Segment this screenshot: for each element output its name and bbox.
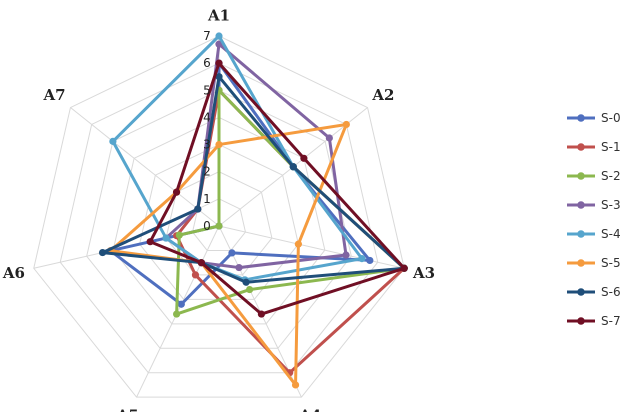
data-point xyxy=(172,188,181,196)
data-point xyxy=(175,231,183,239)
tick-label: 2 xyxy=(203,165,211,179)
legend-item: S-7 xyxy=(567,314,621,328)
legend-swatch-marker xyxy=(577,230,585,238)
axis-label: A4 xyxy=(298,407,321,412)
series-s-7 xyxy=(146,59,408,318)
data-point xyxy=(235,263,243,272)
data-point xyxy=(197,259,205,267)
axis-label: A6 xyxy=(2,264,25,282)
grid-ring xyxy=(33,35,405,398)
legend-swatch-marker xyxy=(577,114,585,122)
data-point xyxy=(358,255,366,263)
legend-swatch-marker xyxy=(577,288,585,296)
legend-item: S-4 xyxy=(567,227,621,241)
axis-label: A2 xyxy=(371,86,394,104)
data-point xyxy=(109,137,117,145)
data-point xyxy=(342,251,350,259)
tick-label: 5 xyxy=(203,83,211,97)
legend: S-0 S-1 S-2 S-3 S-4 S-5 S-6 S-7 xyxy=(567,111,621,328)
grid-ring xyxy=(191,198,247,251)
legend-label: S-3 xyxy=(601,198,621,212)
legend-swatch-marker xyxy=(577,259,585,267)
legend-label: S-5 xyxy=(601,256,621,270)
radar-series xyxy=(98,32,408,389)
data-point xyxy=(289,163,297,171)
legend-label: S-0 xyxy=(601,111,621,125)
legend-item: S-6 xyxy=(567,285,621,299)
axis-label: A7 xyxy=(42,86,65,104)
legend-swatch-marker xyxy=(577,143,585,151)
data-point xyxy=(146,238,154,246)
legend-item: S-1 xyxy=(567,140,621,154)
legend-swatch-marker xyxy=(577,201,585,209)
legend-item: S-3 xyxy=(567,198,621,212)
grid-ring xyxy=(59,62,379,374)
legend-swatch-marker xyxy=(577,317,585,325)
data-point xyxy=(215,222,223,230)
tick-labels: 0 1 2 3 4 5 6 7 xyxy=(203,29,211,233)
legend-label: S-6 xyxy=(601,285,621,299)
data-point xyxy=(246,285,254,294)
data-point xyxy=(325,134,333,142)
grid-ring xyxy=(165,171,273,276)
series-line xyxy=(101,75,406,284)
axis-labels: A1 A2 A3 A4 A5 A6 A7 xyxy=(2,7,435,412)
legend-label: S-2 xyxy=(601,169,621,183)
data-point xyxy=(215,73,223,81)
legend-item: S-0 xyxy=(567,111,621,125)
legend-label: S-1 xyxy=(601,140,621,154)
tick-label: 6 xyxy=(203,56,211,70)
legend-label: S-7 xyxy=(601,314,621,328)
series-line xyxy=(109,122,348,387)
data-point xyxy=(300,154,308,162)
tick-label: 3 xyxy=(203,138,211,152)
tick-label: 1 xyxy=(203,192,211,206)
axis-label: A1 xyxy=(207,7,230,25)
legend-item: S-2 xyxy=(567,169,621,183)
data-point xyxy=(173,310,181,318)
legend-item: S-5 xyxy=(567,256,621,270)
data-point xyxy=(215,140,223,149)
data-point xyxy=(228,249,236,257)
axis-label: A3 xyxy=(412,264,435,282)
legend-label: S-4 xyxy=(601,227,621,241)
data-point xyxy=(191,271,200,279)
data-point xyxy=(291,381,300,389)
data-point xyxy=(257,310,265,318)
data-point xyxy=(366,256,374,265)
data-point xyxy=(98,248,107,257)
data-point xyxy=(177,300,185,308)
data-point xyxy=(294,240,302,248)
tick-label: 7 xyxy=(203,29,211,43)
legend-swatch-marker xyxy=(577,172,585,180)
data-point xyxy=(162,234,170,242)
data-point xyxy=(400,264,408,272)
series-line xyxy=(148,61,406,316)
data-point xyxy=(194,205,202,213)
data-point xyxy=(242,278,250,286)
tick-label: 4 xyxy=(203,110,211,124)
data-point xyxy=(215,40,223,48)
grid-spoke xyxy=(70,107,220,227)
axis-label: A5 xyxy=(116,407,139,412)
data-point xyxy=(215,32,223,40)
tick-label: 0 xyxy=(203,219,211,233)
data-point xyxy=(342,120,350,129)
data-point xyxy=(215,59,223,67)
grid-spoke xyxy=(218,225,405,269)
grid-ring xyxy=(86,89,352,349)
